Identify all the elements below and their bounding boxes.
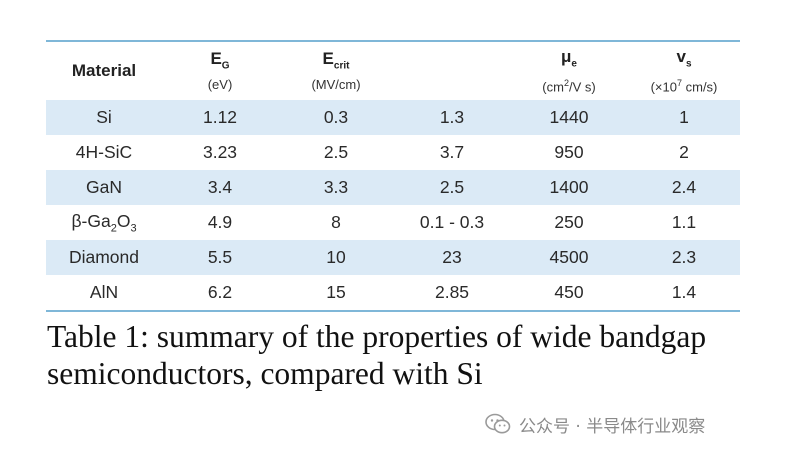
cell-x: 2.5 [439, 177, 465, 197]
table-row: 4H-SiC 3.23 2.5 3.7 950 2 [46, 135, 740, 170]
cell-material: 4H-SiC [75, 142, 133, 162]
header-ecrit-symbol: E [322, 49, 334, 69]
table-row: Si 1.12 0.3 1.3 1440 1 [46, 100, 740, 135]
cell-ecrit: 8 [331, 212, 341, 232]
cell-eg: 5.5 [207, 247, 233, 267]
cell-material: GaN [86, 177, 122, 197]
header-row: Material EG (eV) Ecrit (MV/cm) μe (cm2/V… [46, 42, 740, 100]
cell-x: 23 [442, 247, 462, 267]
cell-material: Diamond [68, 247, 140, 267]
cell-mu: 4500 [549, 247, 589, 267]
header-mu-sub: e [571, 58, 577, 70]
table-row: β-Ga2O3 4.9 8 0.1 - 0.3 250 1.1 [46, 205, 740, 240]
cell-ecrit: 2.5 [323, 142, 349, 162]
cell-ecrit: 15 [326, 282, 346, 302]
cell-vs: 2.4 [671, 177, 697, 197]
watermark: 公众号 · 半导体行业观察 [485, 410, 705, 438]
data-table: Material EG (eV) Ecrit (MV/cm) μe (cm2/V… [46, 42, 740, 310]
cell-eg: 3.23 [202, 142, 238, 162]
cell-eg: 6.2 [207, 282, 233, 302]
cell-ecrit: 3.3 [323, 177, 349, 197]
table-caption: Table 1: summary of the properties of wi… [47, 319, 707, 391]
properties-table: Material EG (eV) Ecrit (MV/cm) μe (cm2/V… [46, 40, 740, 312]
cell-mu: 1400 [549, 177, 589, 197]
cell-mu: 250 [554, 212, 584, 232]
cell-material: Si [96, 107, 112, 127]
header-mu: μe (cm2/V s) [510, 42, 628, 100]
cell-vs: 2 [679, 142, 689, 162]
header-ecrit: Ecrit (MV/cm) [278, 42, 394, 100]
header-eg-symbol: E [210, 49, 222, 69]
cell-x: 2.85 [434, 282, 470, 302]
header-ecrit-sub: crit [333, 60, 350, 72]
table-row: AlN 6.2 15 2.85 450 1.4 [46, 275, 740, 310]
header-eg-sub: G [221, 60, 230, 72]
header-vs-sub: s [685, 58, 692, 70]
cell-eg: 3.4 [207, 177, 233, 197]
table-row: Diamond 5.5 10 23 4500 2.3 [46, 240, 740, 275]
cell-vs: 1.4 [671, 282, 697, 302]
table-row: GaN 3.4 3.3 2.5 1400 2.4 [46, 170, 740, 205]
header-mu-unit: (cm2/V s) [542, 77, 596, 94]
header-blank [394, 42, 510, 100]
header-eg-unit: (eV) [207, 76, 233, 92]
wechat-icon [485, 413, 511, 434]
cell-mu: 450 [554, 282, 584, 302]
header-eg: EG (eV) [162, 42, 278, 100]
header-mu-symbol: μ [561, 47, 572, 67]
header-ecrit-unit: (MV/cm) [311, 76, 361, 92]
cell-mu: 950 [554, 142, 584, 162]
header-material: Material [71, 61, 137, 80]
cell-eg: 4.9 [207, 212, 233, 232]
cell-ecrit: 10 [326, 247, 346, 267]
table-bottom-rule [46, 310, 740, 312]
header-vs-unit: (×107 cm/s) [650, 77, 718, 94]
header-vs-symbol: v [676, 47, 686, 67]
cell-vs: 1 [679, 107, 689, 127]
watermark-text: 公众号 · 半导体行业观察 [519, 416, 706, 437]
cell-material: AlN [89, 282, 119, 302]
cell-eg: 1.12 [202, 107, 238, 127]
cell-x: 1.3 [439, 107, 465, 127]
table-top-rule [46, 40, 740, 42]
cell-mu: 1440 [549, 107, 589, 127]
header-vs: vs (×107 cm/s) [628, 42, 740, 100]
cell-vs: 2.3 [671, 247, 697, 267]
cell-material: β-Ga2O3 [71, 210, 137, 235]
cell-x: 3.7 [439, 142, 465, 162]
cell-x: 0.1 - 0.3 [419, 212, 485, 232]
cell-vs: 1.1 [671, 212, 697, 232]
cell-ecrit: 0.3 [323, 107, 349, 127]
